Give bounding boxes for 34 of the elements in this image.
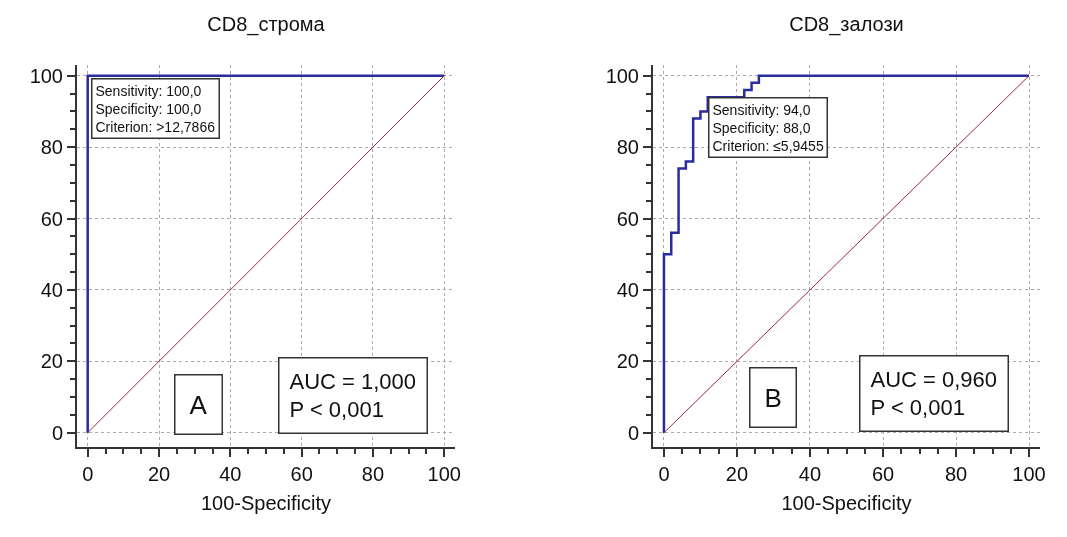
x-tick-label: 80: [944, 463, 968, 485]
y-tick-label: 100: [605, 64, 639, 87]
annotation: AUC = 1,000 P < 0,001: [289, 368, 417, 423]
x-axis-title: 100-Specificity: [200, 492, 332, 514]
y-tick-label: 20: [40, 350, 63, 373]
x-tick-label: 60: [871, 463, 895, 485]
y-tick-label: 80: [616, 136, 639, 159]
x-tick-label: 100: [1012, 463, 1046, 485]
y-tick-label: 80: [40, 136, 63, 159]
annotation: AUC = 0,960 P < 0,001: [870, 366, 998, 421]
annotation: B: [764, 382, 782, 413]
annotation: Sensitivity: 100,0 Specificity: 100,0 Criterion: >12,7866: [95, 82, 216, 135]
y-tick-label: 40: [40, 278, 63, 301]
x-tick-label: 80: [361, 463, 385, 485]
x-tick-label: 60: [290, 463, 313, 485]
x-tick-label: 40: [798, 463, 822, 485]
y-tick-label: 60: [616, 207, 639, 230]
chart-title: CD8_залози: [789, 13, 904, 37]
y-tick-label: 20: [616, 350, 639, 373]
annotation: Sensitivity: 94,0 Specificity: 88,0 Criterion: ≤5,9455: [712, 101, 824, 154]
x-tick-label: 40: [219, 463, 242, 485]
y-tick-label: 60: [40, 207, 63, 230]
x-tick-label: 20: [147, 463, 171, 485]
y-tick-label: 100: [29, 64, 63, 87]
x-axis-title: 100-Specificity: [781, 492, 912, 514]
x-tick-label: 0: [658, 463, 670, 485]
annotation: A: [189, 389, 208, 420]
y-tick-label: 40: [616, 278, 639, 301]
x-tick-label: 100: [427, 463, 461, 485]
x-tick-label: 20: [725, 463, 749, 485]
y-tick-label: 0: [51, 421, 63, 444]
y-tick-label: 0: [627, 421, 639, 444]
chart-title: CD8_строма: [207, 13, 326, 37]
x-tick-label: 0: [82, 463, 94, 485]
